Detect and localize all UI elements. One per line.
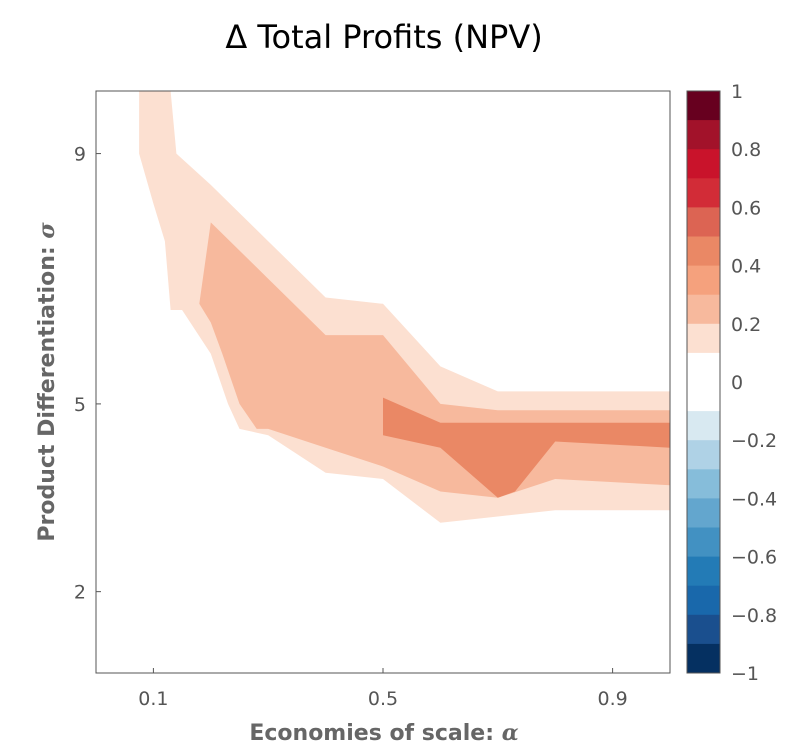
y-axis-ticks: 2 5 9 [74, 144, 101, 604]
colorbar-tick-label-6: 0 [731, 372, 743, 394]
colorbar-level-8 [687, 294, 720, 325]
colorbar-frame [686, 90, 721, 674]
colorbar-level-6 [687, 236, 720, 266]
colorbar [686, 90, 721, 674]
colorbar-level-13 [687, 440, 720, 470]
x-axis-symbol: α [502, 720, 519, 746]
colorbar-tick-label-7: −0.2 [731, 430, 777, 452]
colorbar-ticks: 1 0.8 0.6 0.4 0.2 0 −0.2 −0.4 −0.6 −0.8 −1 [731, 81, 777, 685]
colorbar-level-4 [687, 178, 720, 208]
colorbar-tick-label-4: 0.4 [731, 256, 761, 278]
colorbar-tick-label-1: 1 [731, 81, 743, 103]
colorbar-level-3 [687, 149, 720, 179]
chart-title: Δ Total Profits (NPV) [225, 18, 542, 56]
colorbar-level-12 [687, 411, 720, 441]
colorbar-tick-label-5: 0.2 [731, 314, 761, 336]
contour-regions [139, 91, 671, 523]
colorbar-level-18 [687, 585, 720, 616]
colorbar-level-15 [687, 498, 720, 528]
x-tick-label-1: 0.1 [138, 688, 168, 710]
y-tick-label-3: 9 [74, 144, 86, 166]
x-tick-label-3: 0.9 [597, 688, 627, 710]
y-axis-symbol: σ [34, 222, 60, 239]
x-axis-label: Economies of scale: α [249, 720, 518, 746]
contour-region-3 [383, 397, 670, 498]
colorbar-tick-label-11: −1 [731, 663, 759, 685]
colorbar-level-14 [687, 469, 720, 499]
colorbar-level-1 [687, 91, 720, 121]
x-axis-label-text: Economies of scale: [249, 721, 501, 746]
colorbar-tick-label-2: 0.8 [731, 139, 761, 161]
y-tick-label-2: 5 [74, 394, 86, 416]
colorbar-tick-label-9: −0.6 [731, 547, 777, 569]
colorbar-tick-label-10: −0.8 [731, 605, 777, 627]
colorbar-tick-label-3: 0.6 [731, 197, 761, 219]
colorbar-level-16 [687, 527, 720, 557]
colorbar-level-20 [687, 643, 720, 674]
y-tick-label-1: 2 [74, 582, 86, 604]
colorbar-level-17 [687, 556, 720, 587]
colorbar-level-9 [687, 323, 720, 354]
colorbar-level-7 [687, 265, 720, 296]
x-axis-ticks: 0.1 0.5 0.9 [138, 668, 628, 710]
colorbar-level-19 [687, 614, 720, 645]
x-tick-label-2: 0.5 [368, 688, 398, 710]
y-axis-label-text: Product Differentiation: [35, 239, 60, 542]
colorbar-level-2 [687, 120, 720, 150]
colorbar-level-5 [687, 207, 720, 237]
colorbar-level-11 [687, 382, 720, 412]
y-axis-label: Product Differentiation: σ [34, 222, 60, 542]
colorbar-tick-label-8: −0.4 [731, 488, 777, 510]
colorbar-level-10 [687, 352, 720, 383]
